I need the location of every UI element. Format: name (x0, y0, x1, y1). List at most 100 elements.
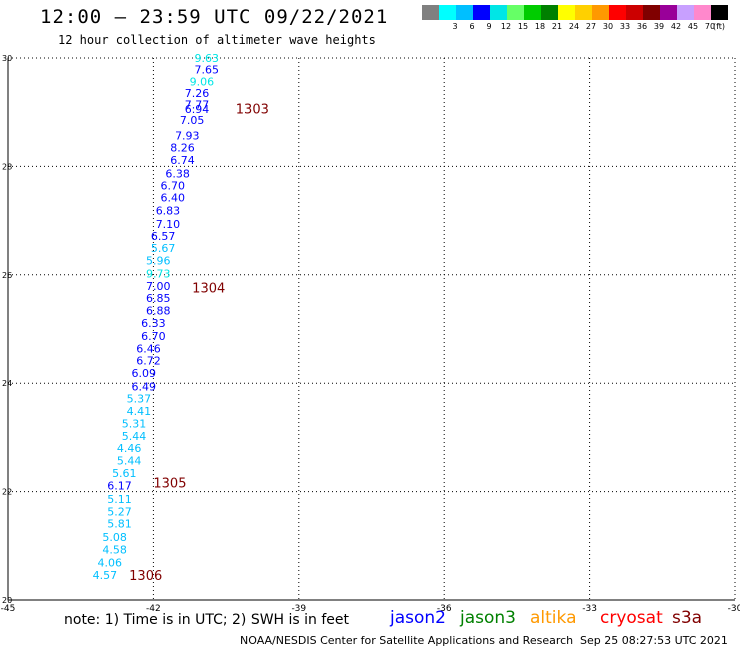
wave-height-label: 4.57 (93, 569, 118, 582)
wave-height-label: 7.93 (175, 130, 200, 143)
time-marker-label: 1306 (129, 569, 162, 584)
chart-subtitle: 12 hour collection of altimeter wave hei… (58, 33, 376, 47)
color-scale-unit: (ft) (712, 22, 726, 31)
color-swatch (524, 5, 541, 20)
wave-height-label: 6.83 (156, 204, 181, 217)
wave-height-label: 7.65 (194, 63, 219, 76)
time-marker-label: 1305 (153, 476, 186, 491)
color-swatch (541, 5, 558, 20)
color-swatch (422, 5, 439, 20)
x-tick-label: -33 (582, 604, 597, 612)
color-scale-legend: 3 6 9 12 15 18 21 24 27 30 33 36 39 42 45 70 (ft) (422, 5, 740, 39)
wave-height-label: 7.05 (180, 114, 205, 127)
wave-height-label: 5.96 (146, 255, 171, 268)
wave-height-label: 6.72 (136, 354, 161, 367)
wave-height-label: 6.38 (165, 167, 190, 180)
satellite-legend-cryosat: cryosat (600, 608, 663, 628)
wave-height-label: 5.44 (122, 430, 147, 443)
color-scale-tick-label: 18 (534, 22, 546, 31)
x-tick-label: -45 (1, 604, 16, 612)
color-scale-tick-label: 9 (486, 22, 492, 31)
wave-height-label: 6.70 (161, 179, 186, 192)
color-swatch (694, 5, 711, 20)
wave-height-label: 9.06 (190, 75, 215, 88)
wave-height-label: 6.57 (151, 230, 176, 243)
color-scale-tick-label: 12 (500, 22, 512, 31)
color-swatch (609, 5, 626, 20)
color-swatch (660, 5, 677, 20)
footer-note: note: 1) Time is in UTC; 2) SWH is in fe… (64, 612, 350, 628)
time-marker-label: 1303 (236, 102, 269, 117)
wave-height-label: 5.61 (112, 467, 137, 480)
wave-height-label: 6.40 (161, 191, 186, 204)
color-swatch (473, 5, 490, 20)
wave-height-label: 6.33 (141, 317, 166, 330)
wave-height-label: 9.63 (194, 52, 219, 65)
color-swatch (558, 5, 575, 20)
wave-height-label: 6.88 (146, 305, 171, 318)
color-scale-tick-label: 42 (670, 22, 682, 31)
wave-height-label: 5.08 (102, 531, 127, 544)
color-swatch (490, 5, 507, 20)
color-swatch (677, 5, 694, 20)
wave-height-label: 6.09 (131, 367, 156, 380)
satellite-legend-jason3: jason3 (460, 608, 516, 628)
y-tick-label: 24 (2, 379, 12, 388)
color-scale-tick-label: 70 (704, 22, 716, 31)
wave-height-label: 6.70 (141, 330, 166, 343)
wave-height-label: 7.26 (185, 87, 210, 100)
color-scale-tick-label: 36 (636, 22, 648, 31)
satellite-legend-jason2: jason2 (390, 608, 446, 628)
y-tick-label: 22 (2, 488, 12, 497)
wave-height-label: 4.46 (117, 442, 142, 455)
x-tick-label: -36 (437, 604, 452, 612)
credit-line: NOAA/NESDIS Center for Satellite Applica… (240, 634, 574, 647)
wave-height-label: 6.49 (131, 380, 156, 393)
color-swatch (643, 5, 660, 20)
y-tick-label: 28 (2, 162, 12, 171)
color-swatch (456, 5, 473, 20)
wave-height-label: 6.94 (185, 103, 210, 116)
generated-timestamp: Sep 25 08:27:53 UTC 2021 (580, 634, 728, 647)
color-scale-tick-label: 21 (551, 22, 563, 31)
wave-height-label: 7.77 (185, 99, 210, 112)
y-tick-label: 30 (2, 54, 12, 63)
wave-height-label: 6.17 (107, 480, 132, 493)
satellite-legend-altika: altika (530, 608, 577, 628)
y-tick-label: 26 (2, 271, 12, 280)
color-scale-swatches (422, 5, 740, 20)
color-scale-tick-label: 3 (452, 22, 458, 31)
wave-height-label: 5.27 (107, 506, 132, 519)
wave-height-label: 4.06 (98, 557, 123, 570)
color-scale-labels: 3 6 9 12 15 18 21 24 27 30 33 36 39 42 45 70 (ft) (422, 20, 740, 34)
color-scale-tick-label: 27 (585, 22, 597, 31)
y-tick-label: 20 (2, 596, 12, 605)
color-swatch (439, 5, 456, 20)
wave-height-label: 4.41 (127, 405, 152, 418)
wave-height-label: 6.74 (170, 154, 195, 167)
color-scale-tick-label: 6 (469, 22, 475, 31)
wave-height-label: 8.26 (170, 141, 195, 154)
x-tick-label: -39 (291, 604, 306, 612)
color-swatch (507, 5, 524, 20)
chart-title: 12:00 — 23:59 UTC 09/22/2021 (40, 6, 389, 28)
color-scale-tick-label: 15 (517, 22, 529, 31)
wave-height-label: 4.58 (102, 544, 127, 557)
color-swatch (711, 5, 728, 20)
wave-height-label: 7.00 (146, 280, 171, 293)
wave-height-label: 9.73 (146, 268, 171, 281)
time-marker-label: 1304 (192, 281, 225, 296)
color-swatch (592, 5, 609, 20)
wave-height-label: 5.44 (117, 455, 142, 468)
color-scale-tick-label: 45 (687, 22, 699, 31)
color-scale-tick-label: 39 (653, 22, 665, 31)
wave-height-label: 5.81 (107, 518, 132, 531)
wave-height-label: 5.31 (122, 417, 147, 430)
color-swatch (626, 5, 643, 20)
wave-height-label: 7.10 (156, 218, 181, 231)
color-swatch (575, 5, 592, 20)
wave-height-label: 5.37 (127, 392, 152, 405)
x-tick-label: -42 (146, 604, 161, 612)
color-scale-tick-label: 33 (619, 22, 631, 31)
